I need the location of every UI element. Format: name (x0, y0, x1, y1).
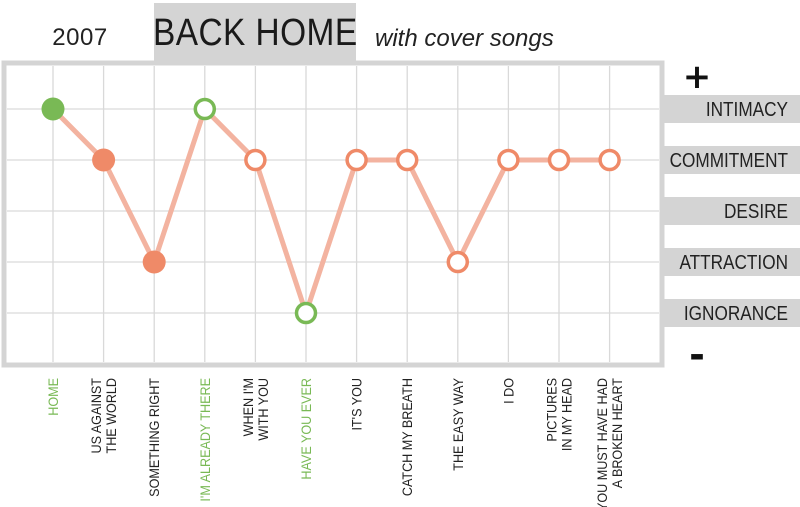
data-points (41, 97, 621, 325)
x-tick-label: WHEN I'M WITH YOU (240, 378, 271, 441)
grid (1, 60, 665, 368)
data-point-hollow (395, 148, 419, 172)
y-label-band (662, 95, 800, 123)
x-tick-label: HOME (45, 378, 61, 416)
x-tick-label-line: US AGAINST (88, 378, 104, 454)
x-tick-label-line: A BROKEN HEART (609, 378, 625, 488)
data-point-hollow (193, 97, 217, 121)
data-point-filled (92, 148, 116, 172)
y-tick-label: COMMITMENT (670, 149, 788, 172)
x-tick-label-line: PICTURES (544, 378, 560, 442)
x-tick-label: CATCH MY BREATH (400, 378, 416, 496)
x-tick-label-line: I DO (501, 378, 517, 404)
y-tick-label: IGNORANCE (684, 302, 788, 325)
data-point-hollow (598, 148, 621, 172)
y-label-band (662, 146, 800, 174)
x-tick-label: PICTURES IN MY HEAD (544, 378, 575, 451)
data-point-hollow (244, 148, 267, 172)
x-tick-label-line: HOME (45, 378, 61, 416)
data-point-hollow (497, 148, 520, 172)
x-tick-label-line: HAVE YOU EVER (298, 378, 314, 480)
x-tick-label-line: YOU MUST HAVE HAD (594, 378, 610, 507)
x-tick-label-line: THE EASY WAY (450, 378, 466, 471)
y-axis-labels: INTIMACY COMMITMENT DESIRE ATTRACTION IGNORA… (662, 95, 800, 327)
year-label: 2007 (52, 24, 108, 51)
y-tick-label: ATTRACTION (679, 251, 788, 274)
scale-top-symbol: + (683, 57, 712, 97)
x-tick-label-line: SOMETHING RIGHT (147, 378, 163, 497)
data-point-hollow (345, 148, 368, 172)
y-tick-label: INTIMACY (706, 98, 789, 121)
x-axis-labels: HOME US AGAINST THE WORLD SOMETHING RIGHT I'… (45, 378, 625, 507)
subtitle: with cover songs (375, 25, 554, 52)
scale-bottom-symbol: - (689, 333, 705, 377)
album-title: BACK HOME (152, 11, 358, 54)
y-label-band (662, 248, 800, 276)
x-tick-label: US AGAINST THE WORLD (88, 378, 119, 454)
x-tick-label-line: WITH YOU (255, 378, 271, 441)
title-box: BACK HOME (152, 3, 358, 63)
x-tick-label: I DO (501, 378, 517, 404)
data-point-filled (41, 97, 65, 121)
x-tick-label-line: WHEN I'M (240, 378, 256, 436)
x-tick-label-line: IN MY HEAD (559, 378, 575, 451)
x-tick-label: THE EASY WAY (450, 378, 466, 471)
x-tick-label-line: THE WORLD (103, 378, 119, 453)
data-point-filled (142, 250, 166, 274)
x-tick-label-line: I'M ALREADY THERE (197, 378, 213, 502)
x-tick-label-line: IT'S YOU (349, 378, 365, 431)
y-tick-label: DESIRE (724, 200, 788, 223)
x-tick-label: YOU MUST HAVE HAD A BROKEN HEART (594, 378, 625, 507)
data-point-hollow (547, 148, 571, 172)
y-label-band (662, 197, 800, 225)
y-label-band (662, 299, 800, 327)
x-tick-label: I'M ALREADY THERE (197, 378, 213, 502)
x-tick-label: SOMETHING RIGHT (147, 378, 163, 497)
x-tick-label: IT'S YOU (349, 378, 365, 431)
x-tick-label: HAVE YOU EVER (298, 378, 314, 480)
plot-frame (1, 60, 665, 368)
data-point-hollow (294, 301, 318, 325)
data-point-hollow (446, 250, 470, 274)
x-tick-label-line: CATCH MY BREATH (400, 378, 416, 496)
